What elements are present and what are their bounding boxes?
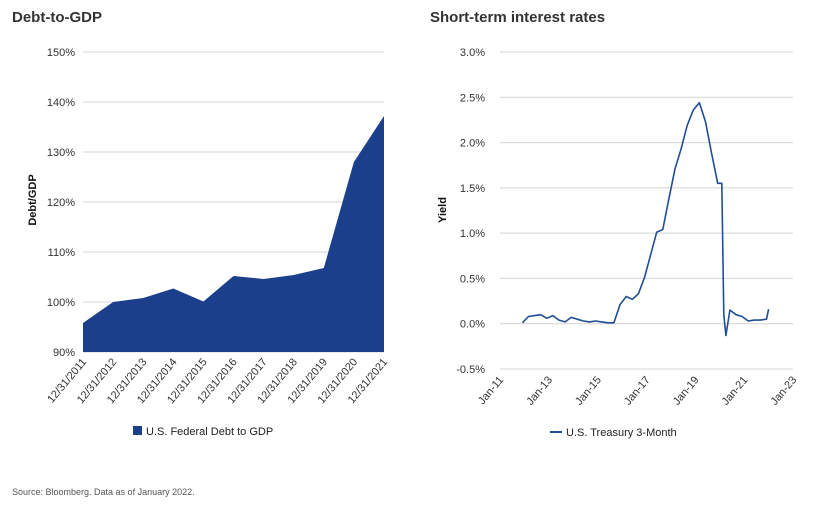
y-tick-label: 2.5% — [460, 92, 485, 104]
y-tick-label: 140% — [47, 97, 75, 109]
left-chart-title: Debt-to-GDP — [12, 9, 102, 26]
y-tick-label: 150% — [47, 47, 75, 59]
y-axis-title: Debt/GDP — [27, 174, 39, 225]
y-tick-label: 130% — [47, 147, 75, 159]
y-tick-label: 110% — [48, 247, 76, 259]
x-tick-label: Jan-23 — [768, 374, 799, 407]
y-tick-label: 90% — [53, 347, 75, 359]
x-tick-label: Jan-15 — [573, 374, 604, 407]
legend-label: U.S. Treasury 3-Month — [566, 427, 677, 439]
y-tick-label: 100% — [47, 297, 75, 309]
x-tick-label: Jan-17 — [622, 374, 653, 407]
right-chart-title: Short-term interest rates — [430, 9, 606, 26]
x-tick-label: Jan-21 — [720, 374, 751, 407]
y-tick-label: 1.0% — [460, 228, 485, 240]
y-tick-label: 0.0% — [460, 319, 485, 331]
source-note: Source: Bloomberg. Data as of January 20… — [12, 487, 195, 497]
y-tick-label: 3.0% — [460, 47, 485, 59]
treasury-3month-line — [521, 101, 770, 337]
x-tick-label: Jan-19 — [671, 374, 702, 407]
y-axis-title: Yield — [437, 197, 449, 223]
debt-area-series — [83, 116, 384, 352]
y-tick-label: -0.5% — [456, 364, 485, 376]
y-tick-label: 2.0% — [460, 138, 485, 150]
y-tick-label: 120% — [47, 197, 75, 209]
y-tick-label: 0.5% — [460, 273, 485, 285]
legend-label: U.S. Federal Debt to GDP — [146, 426, 273, 438]
y-tick-label: 1.5% — [460, 183, 485, 195]
x-tick-label: Jan-13 — [524, 374, 555, 407]
x-tick-label: Jan-11 — [476, 374, 506, 407]
legend-swatch — [133, 426, 142, 435]
